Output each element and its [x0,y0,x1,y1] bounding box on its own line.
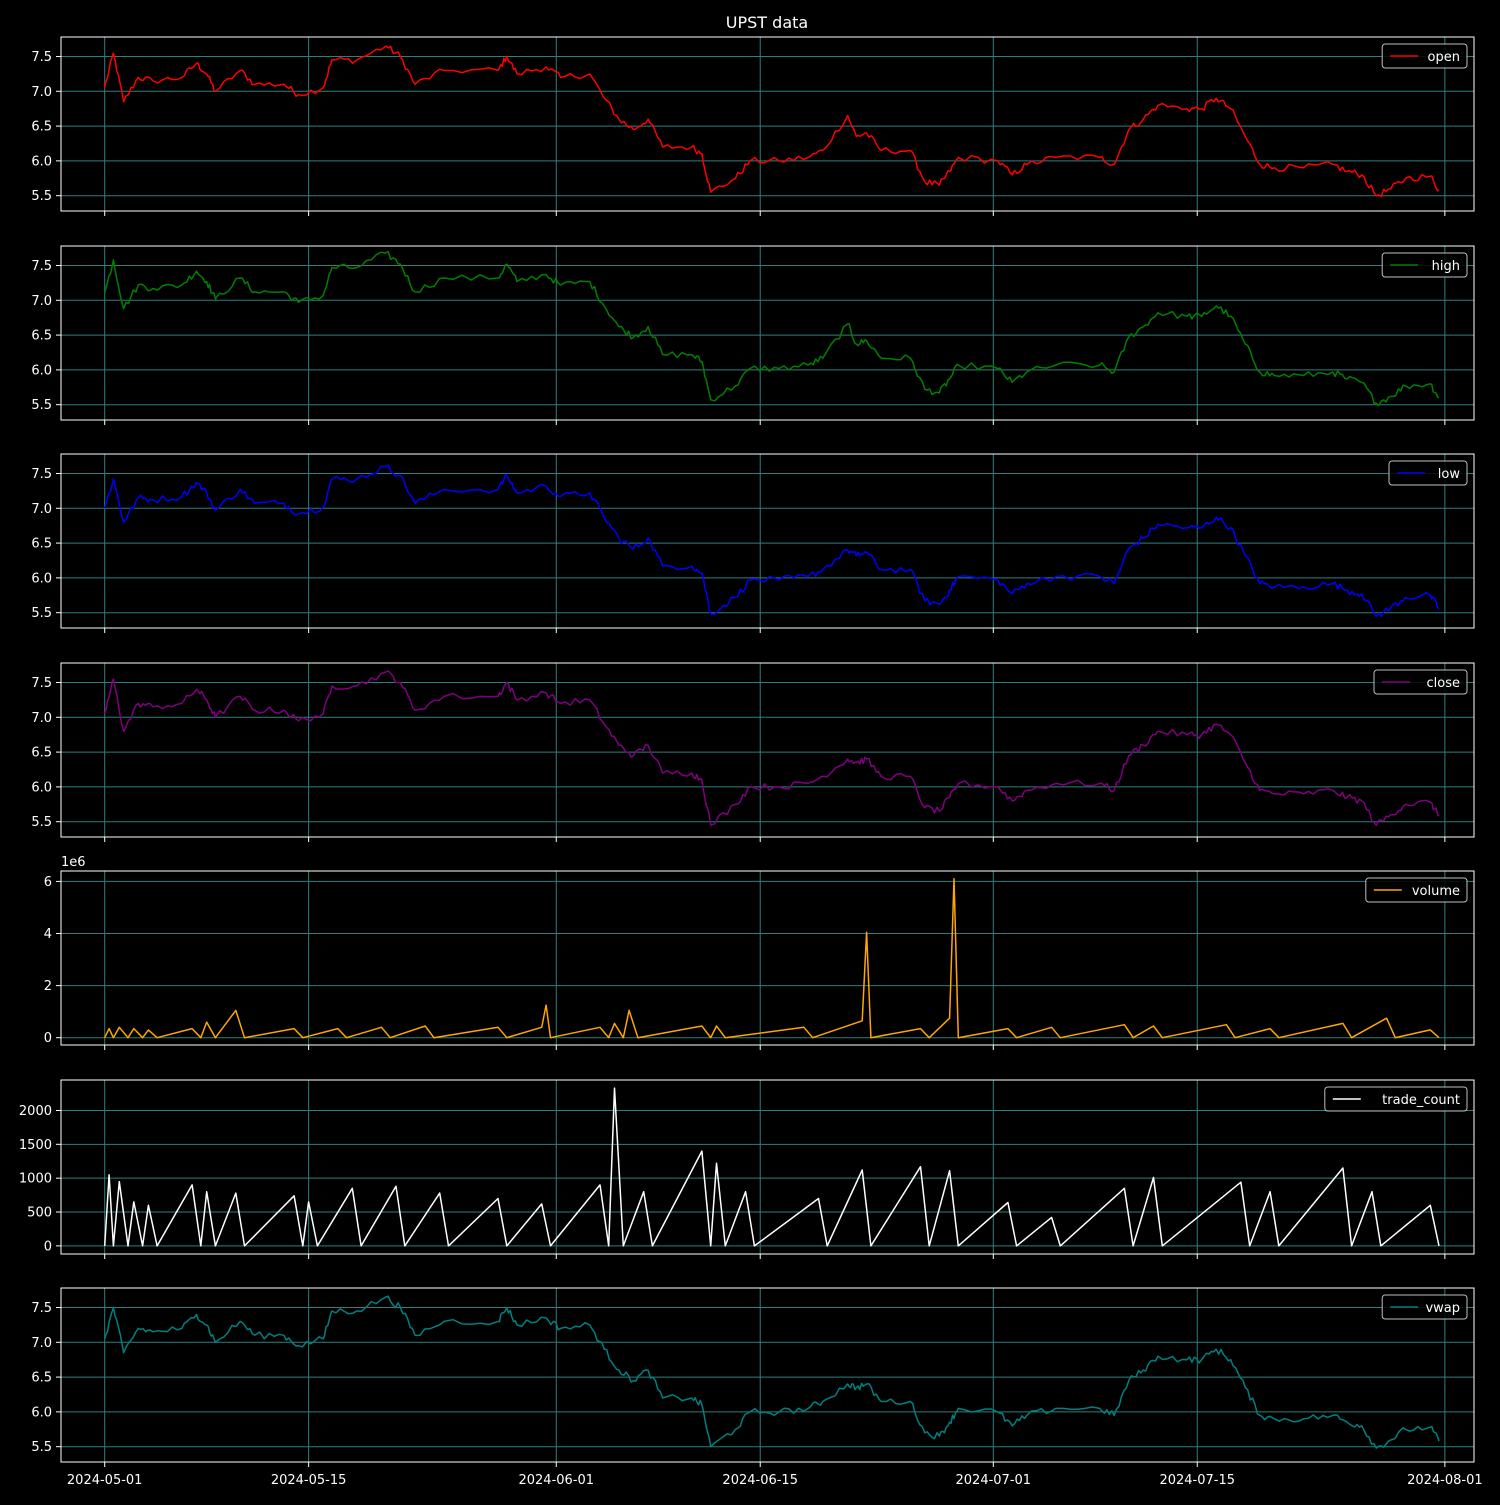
series-line-high [103,250,1440,407]
y-tick-label: 1500 [19,1138,52,1153]
y-tick-label: 7.5 [31,259,52,274]
legend-box [1365,877,1468,903]
y-tick-label: 7.0 [31,502,52,517]
y-tick-label: 7.0 [31,1336,52,1351]
y-tick-label: 6.0 [31,363,52,378]
panel-low: 5.5 6.0 6.5 7.0 7.5 low [31,453,1475,633]
series-line-low [103,464,1440,618]
x-tick-label: 2024-06-15 [722,1473,798,1488]
y-tick-label: 5.5 [31,189,52,204]
y-tick-label: 5.5 [31,398,52,413]
panel-trade_count: 0 500 1000 1500 2000 trade_count [19,1079,1475,1259]
y-tick-label: 7.0 [31,294,52,309]
axes-frame [60,36,1475,212]
series-line-vwap [103,1295,1440,1449]
y-tick-label: 6.5 [31,1371,52,1386]
x-tick-label: 2024-06-01 [518,1473,594,1488]
y-tick-label: 6.5 [31,329,52,344]
x-tick-label: 2024-07-01 [956,1473,1032,1488]
y-tick-label: 6 [44,875,52,890]
x-tick-label: 2024-08-01 [1407,1473,1483,1488]
legend-box [1381,1294,1468,1320]
series-line-trade_count [103,1087,1440,1247]
y-tick-label: 7.0 [31,711,52,726]
y-tick-label: 6.0 [31,154,52,169]
legend-label: open [1428,50,1460,65]
panel-open: 5.5 6.0 6.5 7.0 7.5 open [31,36,1475,216]
legend-box [1373,669,1468,695]
legend-label: low [1438,467,1461,482]
y-offset-label: 1e6 [61,855,86,870]
y-tick-label: 0 [44,1239,52,1254]
axes-frame [60,662,1475,838]
y-tick-label: 7.0 [31,85,52,100]
axes-frame [60,870,1475,1046]
legend-label: high [1432,259,1460,274]
legend-label: vwap [1425,1301,1460,1316]
legend-box [1381,252,1468,278]
axes-frame [60,1079,1475,1255]
axes-frame [60,1287,1475,1463]
y-tick-label: 0 [44,1031,52,1046]
y-tick-label: 2000 [19,1104,52,1119]
panel-high: 5.5 6.0 6.5 7.0 7.5 high [31,245,1475,425]
x-tick-label: 2024-07-15 [1159,1473,1235,1488]
y-tick-label: 5.5 [31,1440,52,1455]
axes-frame [60,245,1475,421]
y-tick-label: 6.0 [31,1405,52,1420]
panel-close: 5.5 6.0 6.5 7.0 7.5 close [31,662,1475,842]
panel-vwap: 2024-05-01 2024-05-15 2024-06-01 2024-06-15… [31,1287,1483,1488]
y-tick-label: 1000 [19,1172,52,1187]
y-tick-label: 7.5 [31,467,52,482]
y-tick-label: 7.5 [31,676,52,691]
y-tick-label: 7.5 [31,50,52,65]
y-tick-label: 6.5 [31,537,52,552]
panel-volume: 0 2 4 6 1e6 volume [44,855,1475,1050]
axes-frame [60,453,1475,629]
series-line-volume [104,878,1440,1039]
legend-vwap: vwap [1381,1294,1468,1320]
series-line-open [103,45,1440,198]
y-tick-label: 5.5 [31,606,52,621]
y-tick-label: 5.5 [31,815,52,830]
y-tick-label: 500 [27,1206,52,1221]
legend-high: high [1381,252,1468,278]
legend-trade_count: trade_count [1324,1086,1468,1112]
legend-label: close [1427,676,1460,691]
legend-volume: volume [1365,877,1468,903]
chart-title: UPST data [726,13,808,32]
legend-box [1388,460,1468,486]
y-tick-label: 7.5 [31,1301,52,1316]
legend-label: volume [1412,884,1460,899]
legend-close: close [1373,669,1468,695]
y-tick-label: 6.5 [31,746,52,761]
y-tick-label: 4 [44,927,52,942]
legend-open: open [1381,43,1468,69]
x-tick-label: 2024-05-01 [67,1473,143,1488]
y-tick-label: 6.5 [31,120,52,135]
x-tick-label: 2024-05-15 [271,1473,347,1488]
legend-low: low [1388,460,1468,486]
legend-label: trade_count [1382,1093,1460,1108]
legend-box [1381,43,1468,69]
series-line-close [103,670,1440,826]
legend-box [1324,1086,1468,1112]
y-tick-label: 6.0 [31,780,52,795]
y-tick-label: 6.0 [31,571,52,586]
y-tick-label: 2 [44,979,52,994]
